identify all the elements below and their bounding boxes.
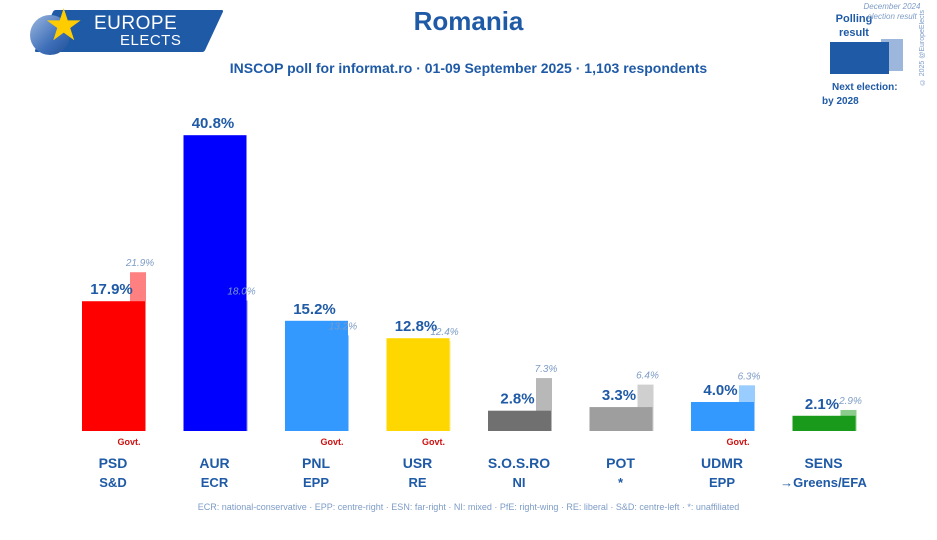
poll-value-label: 2.8% [500, 391, 534, 408]
legend-poll-swatch [830, 42, 889, 74]
prev-value-label: 6.4% [636, 371, 659, 382]
government-label: Govt. [422, 437, 445, 447]
party-name-label: S.O.S.RO [488, 455, 550, 471]
poll-bar [183, 135, 247, 431]
chart-subtitle: INSCOP poll for informat.ro · 01-09 Sept… [229, 60, 708, 76]
poll-value-label: 12.8% [395, 318, 438, 335]
government-label: Govt. [117, 437, 140, 447]
globe-icon [30, 15, 70, 55]
party-group-label: EPP [709, 475, 735, 490]
poll-bar [285, 320, 348, 431]
poll-bar [792, 415, 856, 431]
poll-value-label: 15.2% [293, 301, 336, 318]
europe-elects-logo: ★ EUROPE ELECTS [30, 4, 224, 55]
party-name-label: PNL [302, 455, 330, 471]
footnote: ECR: national-conservative · EPP: centre… [197, 502, 740, 512]
party-group-label: EPP [303, 475, 329, 490]
next-election-label: Next election: [832, 82, 898, 93]
prev-value-label: 18.0% [227, 287, 255, 298]
prev-value-label: 21.9% [125, 258, 154, 269]
poll-value-label: 40.8% [192, 115, 235, 132]
party-group-label: NI [513, 475, 526, 490]
logo-text-elects: ELECTS [120, 32, 182, 49]
poll-value-label: 2.1% [805, 396, 839, 413]
poll-bar [691, 402, 754, 431]
prev-value-label: 6.3% [738, 371, 761, 382]
next-election-value: by 2028 [822, 96, 859, 107]
prev-value-label: 2.9% [838, 396, 862, 407]
party-name-label: PSD [99, 455, 128, 471]
party-name-label: UDMR [701, 455, 743, 471]
chart-title: Romania [413, 6, 524, 36]
poll-value-label: 3.3% [602, 387, 636, 404]
party-name-label: POT [606, 455, 635, 471]
government-label: Govt. [320, 437, 343, 447]
poll-bar [589, 407, 653, 431]
prev-value-label: 7.3% [535, 364, 558, 375]
poll-bar [82, 301, 145, 431]
poll-value-label: 4.0% [703, 382, 737, 399]
party-name-label: AUR [199, 455, 229, 471]
party-name-label: USR [403, 455, 433, 471]
party-group-label: RE [408, 475, 426, 490]
poll-value-label: 17.9% [90, 281, 133, 298]
party-group-label: →Greens/EFA [780, 475, 867, 490]
legend-poll-label: Polling result [835, 13, 873, 39]
prev-value-label: 12.4% [430, 327, 458, 338]
prev-value-label: 13.2% [329, 321, 357, 332]
party-name-label: SENS [804, 455, 842, 471]
star-icon: ★ [44, 1, 84, 50]
party-group-label: * [618, 475, 624, 490]
poll-bar [488, 410, 551, 431]
poll-bar [386, 338, 450, 431]
government-label: Govt. [726, 437, 749, 447]
legend-prev-label: December 2024 election result [863, 2, 921, 21]
logo-text-europe: EUROPE [94, 13, 178, 34]
party-group-label: ECR [201, 475, 229, 490]
legend: Polling result December 2024 election re… [812, 0, 932, 110]
party-group-label: S&D [99, 475, 126, 490]
